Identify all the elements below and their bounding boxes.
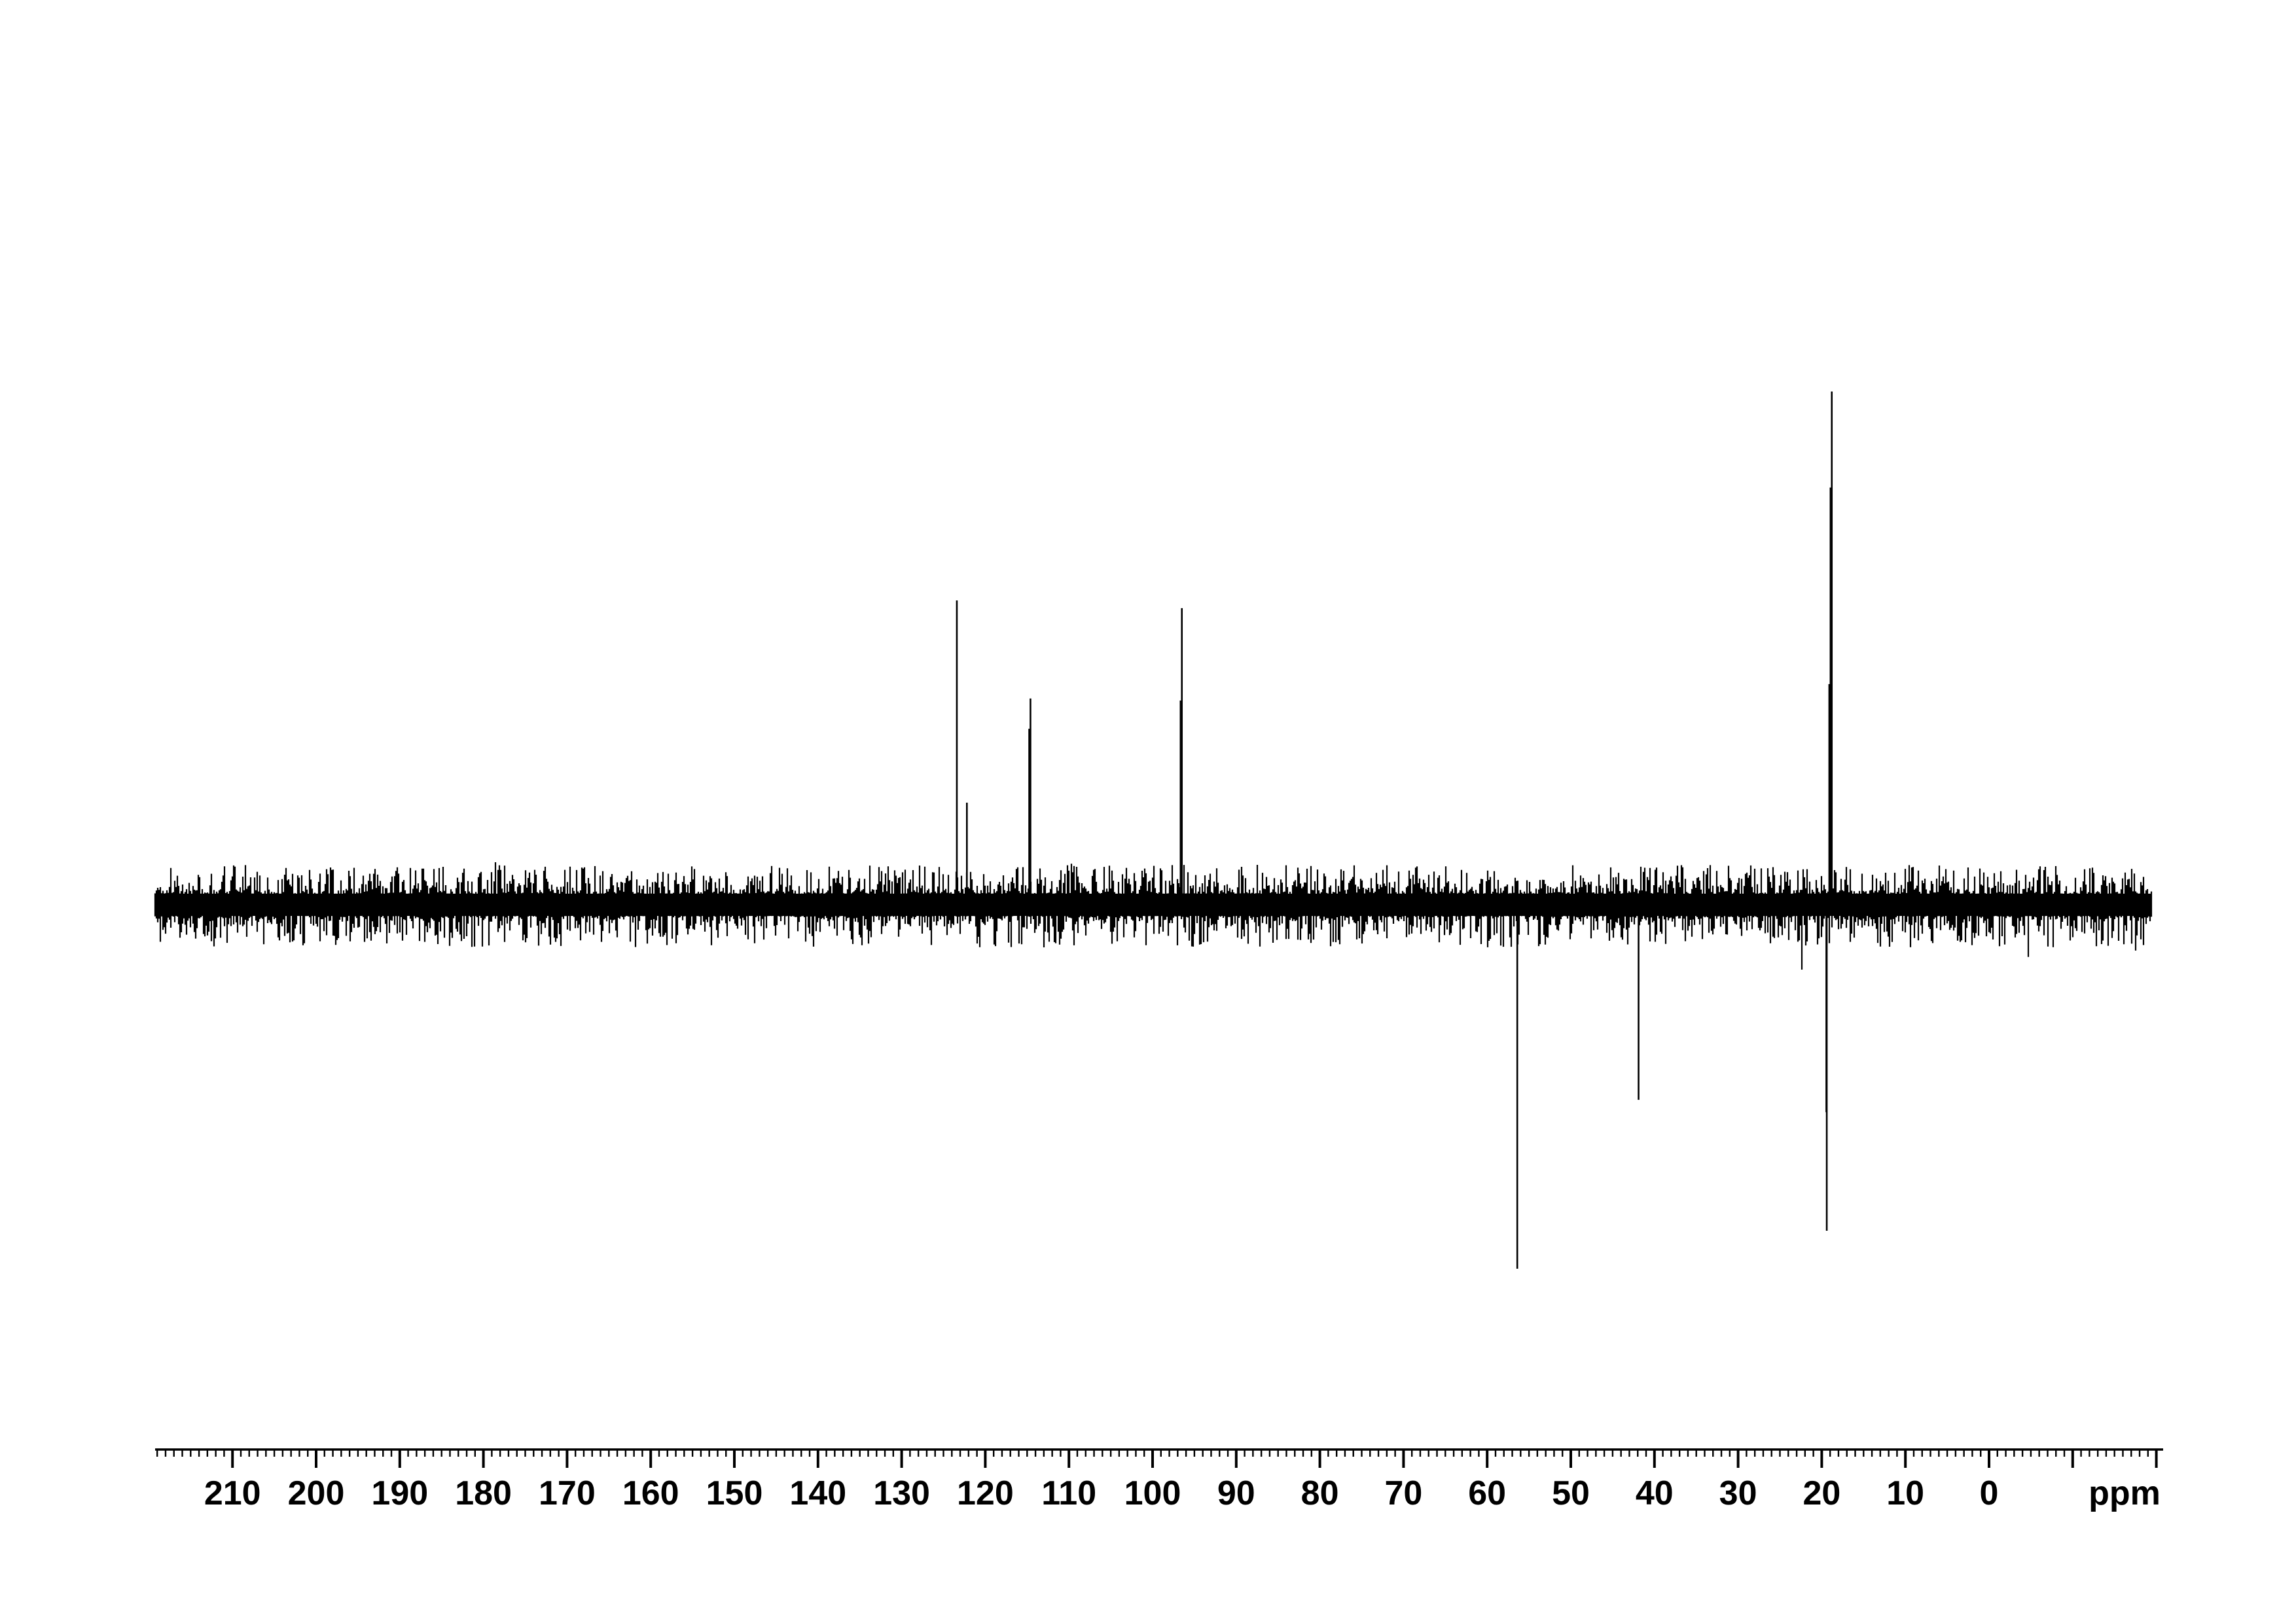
x-axis-unit-label: ppm [2089,1474,2161,1512]
x-axis-tick-label-60: 60 [1468,1474,1506,1512]
nmr-peaks [956,392,1833,1269]
x-axis-tick-label-120: 120 [957,1474,1014,1512]
x-axis-tick-label-40: 40 [1636,1474,1674,1512]
x-axis-tick-label-50: 50 [1552,1474,1590,1512]
x-axis-tick-label-180: 180 [455,1474,512,1512]
x-axis-tick-label-210: 210 [204,1474,261,1512]
x-axis-tick-label-170: 170 [539,1474,596,1512]
x-axis-tick-label-200: 200 [288,1474,345,1512]
x-axis-tick-label-110: 110 [1041,1474,1096,1512]
x-axis-tick-label-100: 100 [1124,1474,1181,1512]
x-axis-tick-label-0: 0 [1980,1474,1999,1512]
x-axis-tick-label-190: 190 [371,1474,428,1512]
x-axis-tick-label-70: 70 [1384,1474,1422,1512]
x-axis-tick-label-20: 20 [1803,1474,1840,1512]
x-axis-tick-label-140: 140 [789,1474,846,1512]
x-axis-tick-label-160: 160 [622,1474,679,1512]
x-axis-tick-label-30: 30 [1719,1474,1757,1512]
x-axis-tick-label-80: 80 [1301,1474,1339,1512]
x-axis-tick-label-150: 150 [706,1474,763,1512]
noise-trace [154,862,2153,970]
x-axis-tick-label-90: 90 [1217,1474,1255,1512]
x-axis-tick-label-10: 10 [1886,1474,1924,1512]
x-axis: 210 200 190 180 170 160 150 140 130 120 110 100 90 80… [155,1448,2163,1512]
x-axis-tick-label-130: 130 [873,1474,930,1512]
noise-band [154,862,2153,970]
